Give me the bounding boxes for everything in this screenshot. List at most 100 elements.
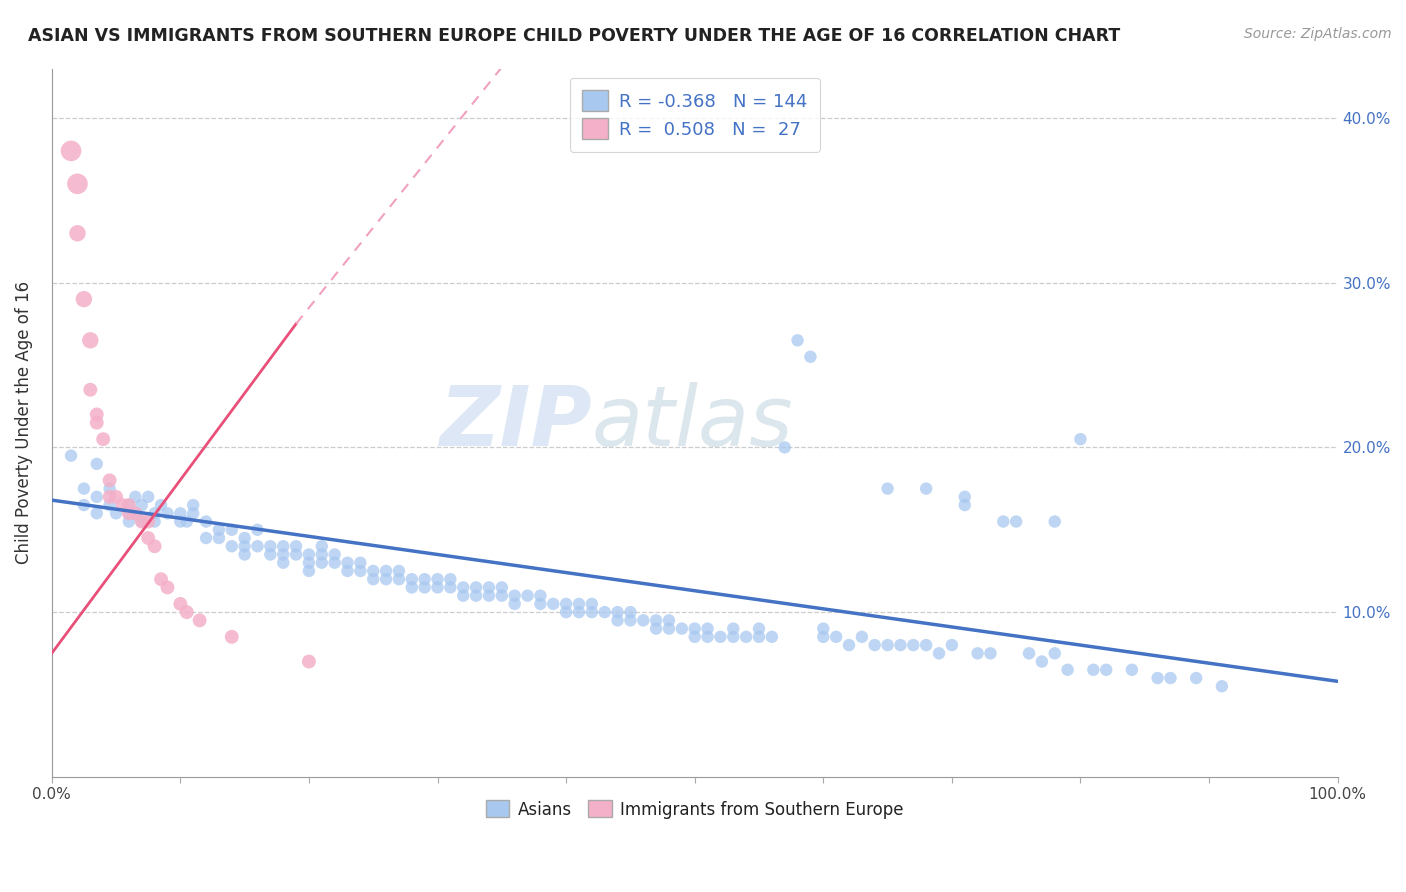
Text: atlas: atlas	[592, 382, 793, 463]
Point	[451, 581, 474, 595]
Point	[696, 622, 718, 636]
Point	[271, 548, 294, 562]
Point	[176, 515, 198, 529]
Point	[401, 581, 423, 595]
Point	[79, 383, 101, 397]
Legend: Asians, Immigrants from Southern Europe: Asians, Immigrants from Southern Europe	[479, 794, 910, 825]
Point	[658, 622, 681, 636]
Point	[491, 589, 513, 603]
Point	[568, 605, 591, 619]
Point	[748, 630, 770, 644]
Point	[761, 630, 783, 644]
Point	[555, 597, 578, 611]
Point	[1146, 671, 1168, 685]
Text: ZIP: ZIP	[439, 382, 592, 463]
Point	[426, 581, 449, 595]
Y-axis label: Child Poverty Under the Age of 16: Child Poverty Under the Age of 16	[15, 281, 32, 565]
Point	[1018, 646, 1040, 660]
Point	[915, 638, 938, 652]
Point	[1043, 515, 1066, 529]
Point	[953, 498, 976, 512]
Point	[773, 441, 796, 455]
Point	[143, 539, 166, 553]
Point	[825, 630, 848, 644]
Point	[323, 556, 346, 570]
Point	[349, 564, 371, 578]
Point	[748, 622, 770, 636]
Point	[696, 630, 718, 644]
Point	[813, 622, 835, 636]
Point	[181, 498, 204, 512]
Point	[111, 498, 134, 512]
Point	[851, 630, 873, 644]
Point	[336, 556, 359, 570]
Point	[581, 597, 603, 611]
Point	[375, 564, 398, 578]
Point	[60, 449, 83, 463]
Point	[271, 556, 294, 570]
Point	[683, 630, 706, 644]
Point	[723, 622, 745, 636]
Point	[66, 226, 89, 240]
Point	[176, 605, 198, 619]
Point	[813, 630, 835, 644]
Point	[323, 548, 346, 562]
Point	[1031, 655, 1053, 669]
Text: ASIAN VS IMMIGRANTS FROM SOUTHERN EUROPE CHILD POVERTY UNDER THE AGE OF 16 CORRE: ASIAN VS IMMIGRANTS FROM SOUTHERN EUROPE…	[28, 27, 1121, 45]
Point	[413, 572, 436, 586]
Point	[979, 646, 1001, 660]
Point	[529, 589, 551, 603]
Point	[555, 605, 578, 619]
Point	[619, 605, 641, 619]
Point	[619, 613, 641, 627]
Point	[401, 572, 423, 586]
Point	[709, 630, 731, 644]
Point	[529, 597, 551, 611]
Point	[221, 523, 243, 537]
Point	[136, 531, 159, 545]
Point	[606, 605, 628, 619]
Point	[259, 548, 281, 562]
Point	[311, 556, 333, 570]
Point	[73, 482, 96, 496]
Point	[298, 564, 321, 578]
Point	[156, 506, 179, 520]
Point	[735, 630, 758, 644]
Point	[131, 515, 153, 529]
Point	[953, 490, 976, 504]
Point	[188, 613, 211, 627]
Point	[118, 498, 141, 512]
Point	[478, 581, 501, 595]
Point	[426, 572, 449, 586]
Point	[131, 498, 153, 512]
Point	[1056, 663, 1078, 677]
Point	[645, 622, 668, 636]
Point	[136, 490, 159, 504]
Point	[876, 482, 898, 496]
Point	[465, 589, 488, 603]
Point	[928, 646, 950, 660]
Point	[838, 638, 860, 652]
Point	[439, 572, 461, 586]
Point	[208, 531, 231, 545]
Point	[503, 597, 526, 611]
Point	[516, 589, 538, 603]
Point	[311, 548, 333, 562]
Text: Source: ZipAtlas.com: Source: ZipAtlas.com	[1244, 27, 1392, 41]
Point	[336, 564, 359, 578]
Point	[118, 515, 141, 529]
Point	[658, 613, 681, 627]
Point	[799, 350, 821, 364]
Point	[633, 613, 655, 627]
Point	[86, 408, 108, 422]
Point	[73, 498, 96, 512]
Point	[889, 638, 911, 652]
Point	[465, 581, 488, 595]
Point	[311, 539, 333, 553]
Point	[169, 506, 191, 520]
Point	[966, 646, 988, 660]
Point	[60, 144, 83, 158]
Point	[195, 515, 218, 529]
Point	[98, 474, 121, 488]
Point	[645, 613, 668, 627]
